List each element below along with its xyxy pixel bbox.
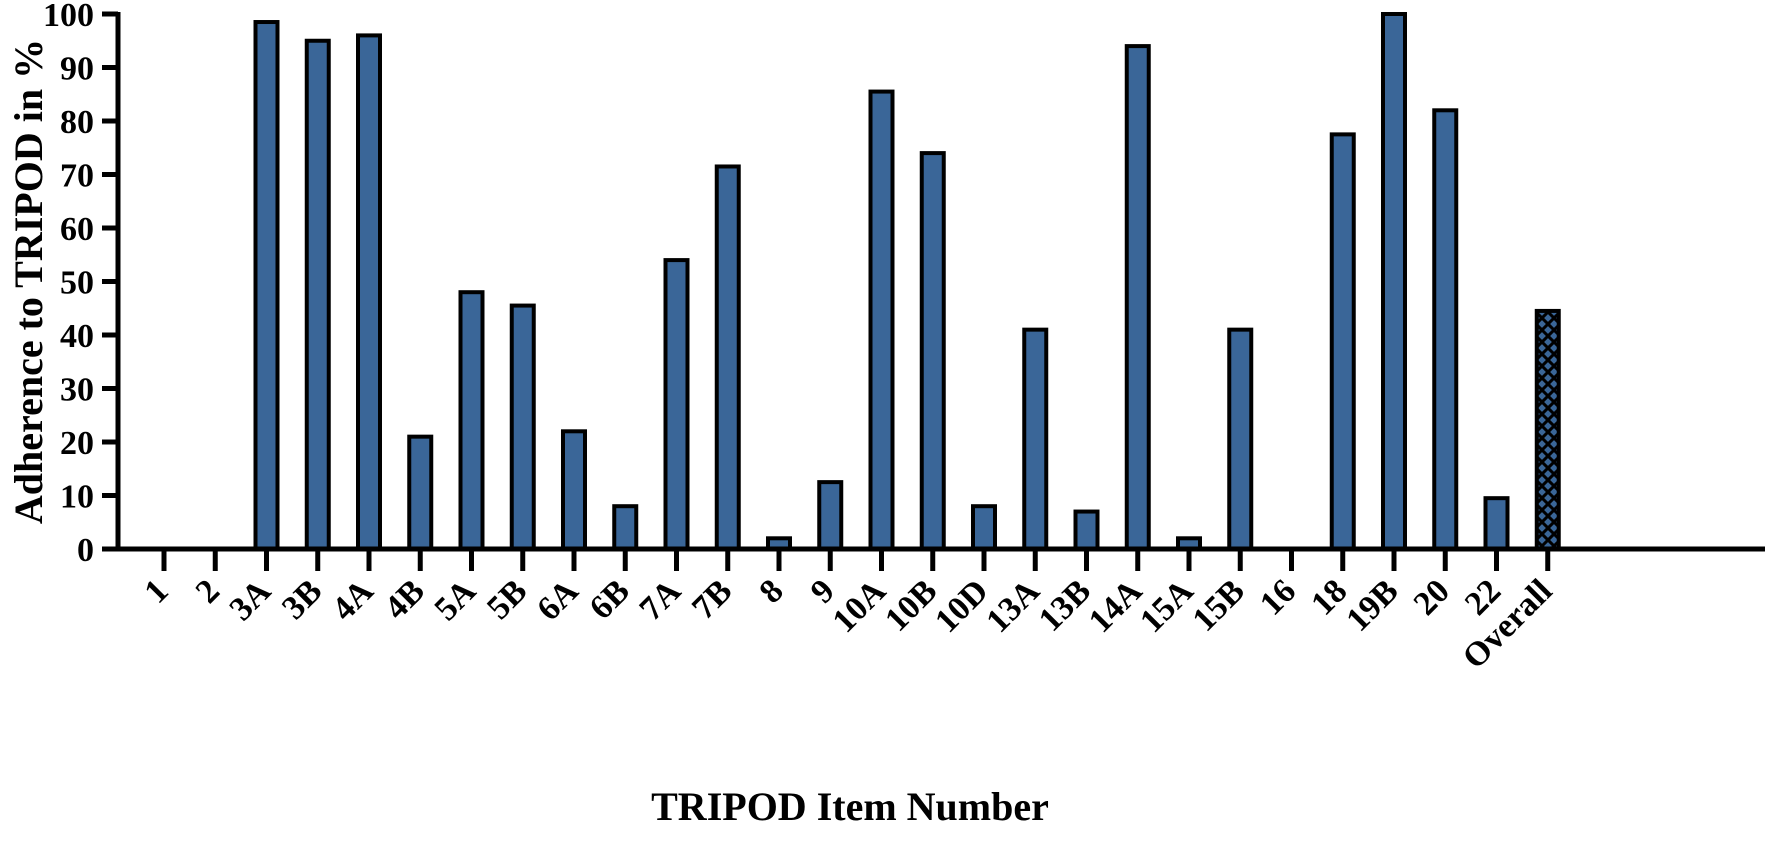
x-tick-label: 20 <box>1407 572 1457 622</box>
bar-13b <box>1073 509 1100 551</box>
bar-7b <box>714 164 741 551</box>
bar-9 <box>817 480 844 551</box>
y-axis-title: Adherence to TRIPOD in % <box>6 39 51 524</box>
bar-3a <box>253 20 280 551</box>
bar-13a <box>1022 327 1049 551</box>
bar-10a <box>868 89 895 551</box>
x-tick-label: 4A <box>325 572 381 628</box>
bar-3b <box>304 38 331 551</box>
y-tick-label: 60 <box>60 211 94 248</box>
x-tick-label: 1 <box>137 572 175 610</box>
x-tick-label: 8 <box>752 572 790 610</box>
bar-overall <box>1534 308 1561 551</box>
x-tick-label: 6A <box>530 572 586 628</box>
x-axis-title: TRIPOD Item Number <box>651 784 1049 829</box>
bar-7a <box>663 258 690 551</box>
x-tick-label: 13B <box>1032 572 1098 638</box>
bar-15b <box>1227 327 1254 551</box>
bar-4b <box>407 434 434 551</box>
x-tick-label: 7A <box>633 572 689 628</box>
y-tick-label: 50 <box>60 265 94 302</box>
y-tick-label: 10 <box>60 479 94 516</box>
bars-layer <box>253 12 1561 552</box>
bar-14a <box>1124 44 1151 551</box>
bar-22 <box>1483 496 1510 551</box>
bar-10b <box>919 151 946 551</box>
x-tick-label: 4B <box>378 572 432 626</box>
y-tick-label: 90 <box>60 51 94 88</box>
y-tick-label: 20 <box>60 425 94 462</box>
bar-10d <box>971 504 997 552</box>
x-tick-label: 6B <box>583 572 637 626</box>
y-tick-label: 80 <box>60 104 94 141</box>
x-tick-label: 15B <box>1186 572 1252 638</box>
bar-4a <box>356 33 382 551</box>
x-tick-label: 7B <box>685 572 739 626</box>
bar-6a <box>561 429 587 551</box>
bar-18 <box>1329 132 1356 551</box>
axes-layer <box>102 11 1765 571</box>
y-tick-label: 40 <box>60 318 94 355</box>
bar-5b <box>509 303 536 552</box>
bar-5a <box>458 290 485 551</box>
y-tick-label: 100 <box>43 0 94 34</box>
bar-6b <box>612 504 639 552</box>
x-tick-label: 3B <box>275 572 329 626</box>
y-tick-label: 0 <box>77 532 94 569</box>
x-tick-label: 5B <box>480 572 534 626</box>
x-tick-label: 16 <box>1253 572 1303 622</box>
y-tick-label: 30 <box>60 372 94 409</box>
bar-20 <box>1432 108 1459 552</box>
x-tick-label: 10D <box>928 572 996 640</box>
x-tick-label: 3A <box>223 572 279 628</box>
x-tick-label: 5A <box>428 572 484 628</box>
x-tick-label: 10B <box>878 572 944 638</box>
x-tick-label: 2 <box>189 572 227 610</box>
x-tick-label: 19B <box>1339 572 1405 638</box>
bar-19b <box>1381 12 1407 551</box>
y-tick-label: 70 <box>60 158 94 195</box>
